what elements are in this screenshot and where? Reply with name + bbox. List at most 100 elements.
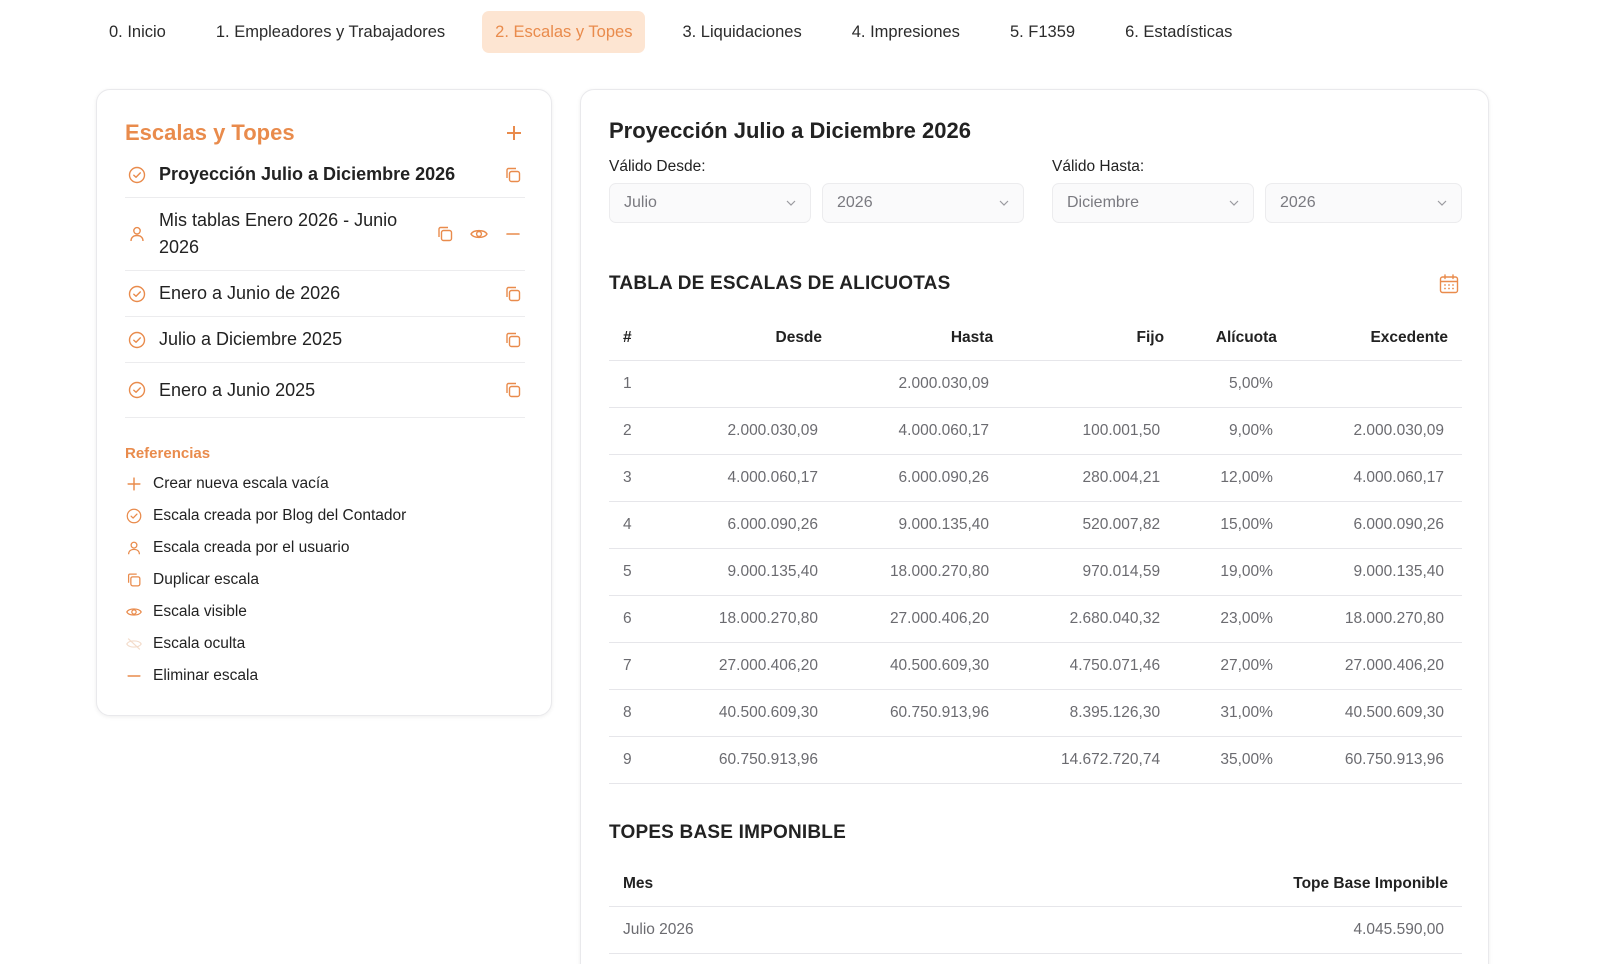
add-scale-button[interactable] [505, 124, 523, 142]
table-row: 8 40.500.609,30 60.750.913,96 8.395.126,30 3… [609, 689, 1462, 737]
cell: 18.000.270,80 [1290, 595, 1462, 643]
copy-icon[interactable] [503, 165, 523, 185]
select-value: 2026 [1280, 194, 1316, 211]
cell: 280.004,21 [1007, 454, 1179, 502]
eye-icon[interactable] [469, 224, 489, 244]
cell: 5 [609, 548, 665, 596]
reference-item: Escala visible [125, 596, 525, 628]
top-nav: 0. Inicio 1. Empleadores y Trabajadores … [96, 11, 1263, 53]
cell: 9.000.135,40 [836, 501, 1008, 549]
calendar-icon[interactable] [1438, 273, 1460, 295]
cell: 100.001,50 [1007, 407, 1179, 455]
cell: 40.500.609,30 [836, 642, 1008, 690]
copy-icon[interactable] [503, 330, 523, 350]
scale-item[interactable]: Proyección Julio a Diciembre 2026 [125, 152, 525, 198]
cell: 40.500.609,30 [665, 689, 837, 737]
cell: 6.000.090,26 [836, 454, 1008, 502]
scale-item-label: Enero a Junio 2025 [159, 379, 316, 400]
table-row: 9 60.750.913,96 14.672.720,74 35,00% 60.750.… [609, 736, 1462, 784]
table-row: 3 4.000.060,17 6.000.090,26 280.004,21 12,00… [609, 454, 1462, 502]
table-row: 1 2.000.030,09 5,00% [609, 360, 1462, 408]
tab-inicio[interactable]: 0. Inicio [109, 23, 166, 41]
user-icon [127, 224, 147, 244]
column-header: Tope Base Imponible [915, 862, 1462, 907]
cell: 15,00% [1178, 501, 1291, 549]
scale-detail-card: Proyección Julio a Diciembre 2026 Válido… [580, 89, 1489, 964]
table-row: 5 9.000.135,40 18.000.270,80 970.014,59 19,0… [609, 548, 1462, 596]
tab-empleadores[interactable]: 1. Empleadores y Trabajadores [215, 23, 446, 41]
check-circle-icon [127, 165, 147, 185]
valid-to-label: Válido Hasta: [1052, 158, 1145, 175]
scales-table-title: TABLA DE ESCALAS DE ALICUOTAS [609, 273, 951, 294]
tab-escalas-topes[interactable]: 2. Escalas y Topes [482, 11, 646, 53]
cell: 4 [609, 501, 665, 549]
eye-icon [125, 603, 143, 621]
cell [836, 736, 1008, 784]
scale-item[interactable]: Mis tablas Enero 2026 - Junio 2026 [125, 198, 525, 271]
reference-item: Duplicar escala [125, 564, 525, 596]
cell: 2.000.030,09 [1290, 407, 1462, 455]
cell: 2.680.040,32 [1007, 595, 1179, 643]
tab-f1359[interactable]: 5. F1359 [1009, 23, 1076, 41]
cell: 40.500.609,30 [1290, 689, 1462, 737]
cell: 4.000.060,17 [665, 454, 837, 502]
reference-label: Crear nueva escala vacía [153, 475, 329, 492]
cell: 2.000.030,09 [665, 407, 837, 455]
chevron-down-icon [1437, 200, 1447, 206]
reference-label: Escala creada por el usuario [153, 539, 350, 556]
scale-item[interactable]: Enero a Junio de 2026 [125, 271, 525, 317]
cell: 9.000.135,40 [1290, 548, 1462, 596]
tab-estadisticas[interactable]: 6. Estadísticas [1125, 23, 1233, 41]
minus-icon[interactable] [503, 224, 523, 244]
valid-to-year-select[interactable]: 2026 [1265, 183, 1462, 223]
table-row: 2 2.000.030,09 4.000.060,17 100.001,50 9,00%… [609, 407, 1462, 455]
cell [665, 360, 837, 408]
page-title: Proyección Julio a Diciembre 2026 [609, 118, 971, 143]
valid-from-year-select[interactable]: 2026 [822, 183, 1024, 223]
cell [1007, 360, 1179, 408]
column-header: Alícuota [1178, 316, 1291, 361]
copy-icon[interactable] [503, 380, 523, 400]
chevron-down-icon [1229, 200, 1239, 206]
copy-icon[interactable] [503, 284, 523, 304]
tab-liquidaciones[interactable]: 3. Liquidaciones [682, 23, 802, 41]
cell: 18.000.270,80 [836, 548, 1008, 596]
chevron-down-icon [786, 200, 796, 206]
sidebar-header: Escalas y Topes [125, 118, 523, 148]
scale-item[interactable]: Julio a Diciembre 2025 [125, 317, 525, 363]
cell: 4.000.060,17 [1290, 454, 1462, 502]
topes-table-title: TOPES BASE IMPONIBLE [609, 822, 846, 843]
cell: 9,00% [1178, 407, 1291, 455]
scale-item-label: Enero a Junio de 2026 [159, 283, 341, 303]
cell: 970.014,59 [1007, 548, 1179, 596]
chevron-down-icon [999, 200, 1009, 206]
valid-to-month-select[interactable]: Diciembre [1052, 183, 1254, 223]
check-circle-icon [125, 507, 143, 525]
reference-label: Eliminar escala [153, 667, 259, 684]
cell: 9 [609, 736, 665, 784]
copy-icon[interactable] [435, 224, 455, 244]
cell: 27.000.406,20 [836, 595, 1008, 643]
reference-item: Escala oculta [125, 628, 525, 660]
cell: 520.007,82 [1007, 501, 1179, 549]
cell: 6.000.090,26 [1290, 501, 1462, 549]
valid-from-month-select[interactable]: Julio [609, 183, 811, 223]
scale-item-label: Julio a Diciembre 2025 [159, 329, 343, 349]
cell: 60.750.913,96 [665, 736, 837, 784]
cell: 3 [609, 454, 665, 502]
cell: 31,00% [1178, 689, 1291, 737]
scale-item[interactable]: Enero a Junio 2025 [125, 363, 525, 418]
reference-item: Escala creada por el usuario [125, 532, 525, 564]
column-header: Desde [665, 316, 837, 361]
column-header: Mes [609, 862, 916, 907]
references-list: Crear nueva escala vacía Escala creada p… [125, 468, 525, 692]
cell: 9.000.135,40 [665, 548, 837, 596]
sidebar-title: Escalas y Topes [125, 120, 295, 145]
tab-impresiones[interactable]: 4. Impresiones [851, 23, 960, 41]
table-row: 4 6.000.090,26 9.000.135,40 520.007,82 15,00… [609, 501, 1462, 549]
cell: 6 [609, 595, 665, 643]
table-header-row: Mes Tope Base Imponible [609, 862, 1462, 907]
reference-item: Escala creada por Blog del Contador [125, 500, 525, 532]
cell: 18.000.270,80 [665, 595, 837, 643]
